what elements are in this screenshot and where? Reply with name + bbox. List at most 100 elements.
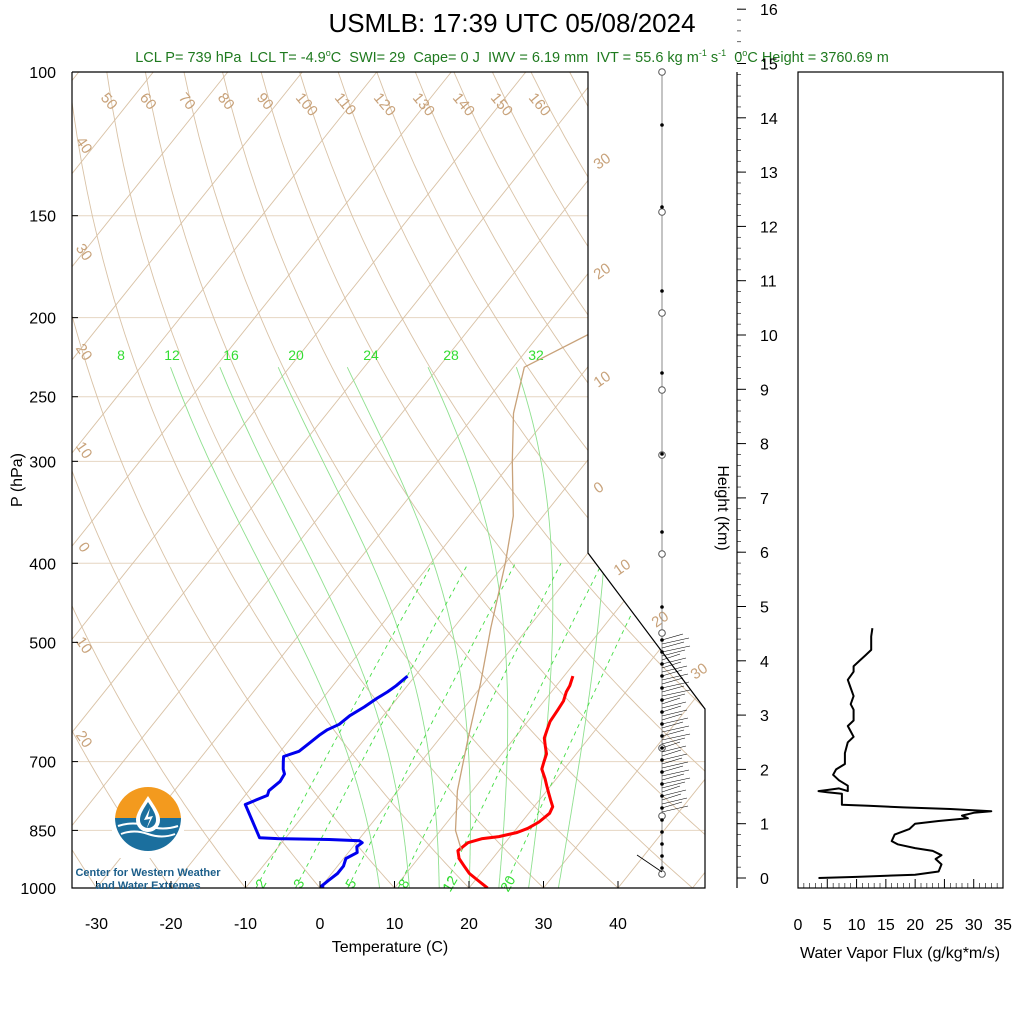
wind-barb [661,689,691,697]
calm-wind-circle [658,550,666,558]
wind-dot [660,371,664,375]
wind-barb [661,709,688,717]
wind-barb [661,657,687,665]
calm-wind-circle [658,208,666,216]
dry-adiabat-line [72,72,185,888]
ivt-value: IVT = 55.6 kg m [596,49,699,66]
wind-barb [661,741,681,749]
right-temp-label: 20 [649,608,672,631]
wind-barb [661,773,685,781]
wv-tick-label: 20 [906,917,924,934]
dry-adiabat-line [491,72,705,888]
wind-barb [661,641,685,649]
isotherm-line [72,72,601,888]
dry-adiabat-label: 40 [72,134,95,157]
parcel-trace-line [454,88,705,851]
wv-tick-label: 5 [823,917,832,934]
mixing-ratio-line [255,563,433,888]
mixing-ratio-label: 2 [252,876,270,891]
wind-barb [661,745,687,753]
wv-tick-label: 0 [794,917,803,934]
wv-tick-label: 30 [965,917,983,934]
mixing-ratio-line [503,563,657,888]
isotherm-line [72,72,676,888]
dry-adiabat-line [72,72,487,888]
wv-tick-label: 10 [848,917,866,934]
wind-barb [661,805,689,813]
moist-adiabat-line [277,367,440,888]
temperature-tick-label: 30 [535,916,553,933]
dewpoint-profile-line [243,674,409,888]
wind-dot [660,854,664,858]
height-tick-label: 3 [760,708,769,725]
lcl-temperature: LCL T= -4.9 [249,49,326,66]
isotherm-line [72,72,303,888]
temperature-tick-label: 20 [460,916,478,933]
isotherm-line [617,72,705,888]
wind-barb [661,713,683,721]
height-tick-label: 15 [760,57,778,74]
wind-dot [660,123,664,127]
logo-bolt-icon [144,808,153,830]
ivt-seconds: s [706,49,719,66]
isotherm-line [245,72,705,888]
dry-adiabat-line [72,72,260,888]
height-tick-label: 14 [760,111,778,128]
height-tick-label: 13 [760,165,778,182]
isotherm-line [692,72,705,888]
isotherm-line [72,72,229,888]
pressure-tick-label: 200 [29,311,56,328]
y-axis-label: P (hPa) [9,453,26,507]
isotherm-line [96,72,705,888]
height-tick-label: 4 [760,654,769,671]
isotherm-line [543,72,705,888]
dry-adiabat-line [607,72,705,888]
wind-barb [661,665,688,673]
temperature-tick-label: -10 [234,916,257,933]
calm-wind-circle [658,309,666,317]
moist-adiabat-line [515,367,554,888]
degree-sign-2: o [742,48,748,58]
height-tick-label: 2 [760,762,769,779]
right-temp-label: 0 [591,479,608,498]
wind-barb [661,681,690,689]
wind-barb [661,733,691,741]
temperature-profile-line [456,675,575,888]
wind-barb [661,677,684,685]
wind-barb [661,793,682,801]
dry-adiabat-line [222,72,705,888]
mixing-ratio-label: 5 [342,876,360,891]
wv-panel-frame [797,71,1004,889]
wind-dot [660,289,664,293]
wind-barb [661,721,684,729]
dry-adiabat-line [530,72,705,888]
mixing-ratio-line [347,563,516,888]
ivt-exponent-1: -1 [698,48,707,58]
wind-dot [660,452,664,456]
isotherm-label: 160 [525,90,554,120]
logo-wave-icon-2 [120,830,176,838]
wind-dot [660,605,664,609]
wind-barb [661,701,687,709]
x-axis-label: Temperature (C) [332,939,448,956]
temperature-tick-label: 40 [609,916,627,933]
temperature-tick-label: -20 [159,916,182,933]
moist-adiabat-line [427,367,509,888]
moist-adiabat-label: 28 [443,347,459,363]
wind-dot [660,530,664,534]
iwv-value: IWV = 6.19 mm [487,49,589,66]
wind-barb [661,673,689,681]
wind-barb [661,661,682,669]
wv-tick-label: 15 [877,917,895,934]
right-temp-label: 30 [591,150,614,173]
pressure-tick-label: 850 [29,823,56,840]
moist-adiabat-line [346,367,471,888]
wind-barb [661,789,687,797]
wind-barb [661,705,682,713]
wind-barb [661,697,681,705]
wind-barb [661,669,683,677]
swi-value: SWI= 29 [349,49,406,66]
isotherm-line [767,72,1024,888]
freezing-level-height: C Height = 3760.69 m [747,49,889,66]
